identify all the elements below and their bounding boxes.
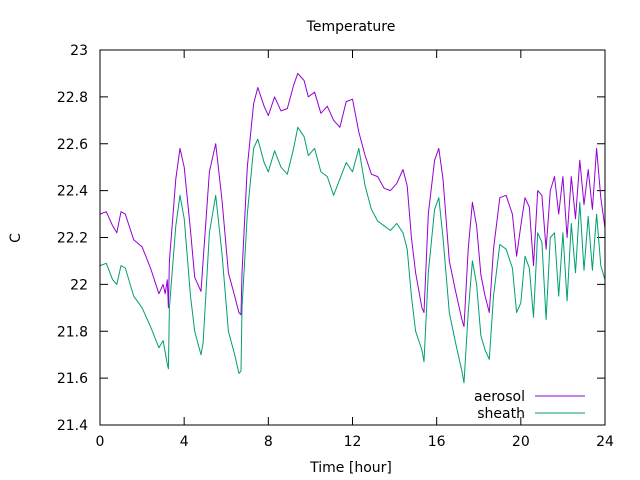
legend-label-sheath: sheath <box>477 406 525 422</box>
y-tick-label: 21.6 <box>57 371 88 387</box>
x-tick-label: 20 <box>512 434 530 450</box>
legend-label-aerosol: aerosol <box>474 389 525 405</box>
y-tick-label: 23 <box>70 43 88 59</box>
plot-frame <box>99 49 606 426</box>
x-tick-label: 24 <box>596 434 614 450</box>
y-axis-ticks: 21.4 21.6 21.8 22 22.2 22.4 22.6 22.8 23 <box>57 43 605 434</box>
y-tick-label: 21.4 <box>57 418 88 434</box>
y-tick-label: 22.6 <box>57 137 88 153</box>
y-tick-label: 21.8 <box>57 324 88 340</box>
x-tick-label: 4 <box>180 434 189 450</box>
x-tick-label: 8 <box>264 434 273 450</box>
chart-title: Temperature <box>306 19 396 35</box>
series-line-sheath <box>99 126 606 384</box>
y-axis-label: C <box>8 233 24 243</box>
y-tick-label: 22.8 <box>57 90 88 106</box>
y-tick-label: 22.2 <box>57 231 88 247</box>
series-layer <box>99 72 606 384</box>
x-axis-label: Time [hour] <box>309 460 392 476</box>
series-line-aerosol <box>99 72 606 328</box>
x-tick-label: 0 <box>96 434 105 450</box>
x-tick-label: 12 <box>344 434 362 450</box>
y-tick-label: 22.4 <box>57 184 88 200</box>
y-tick-label: 22 <box>70 277 88 293</box>
x-tick-label: 16 <box>428 434 446 450</box>
